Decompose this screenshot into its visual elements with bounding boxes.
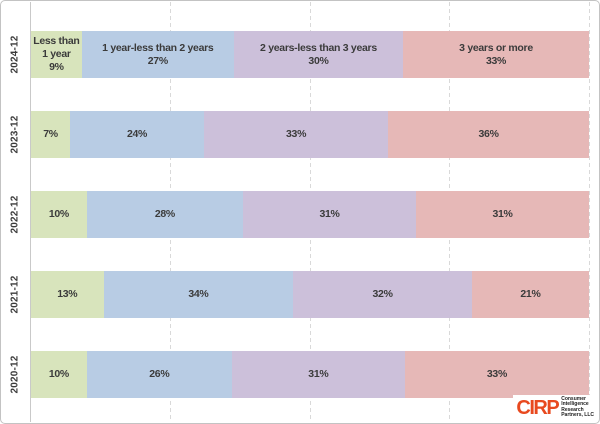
segment-value: 33% xyxy=(486,368,507,380)
category-label-2024-12: 2024-12 xyxy=(9,35,21,74)
cirp-logo-text: Consumer Intelligence Research Partners,… xyxy=(561,395,594,419)
bar-segment-2-to-3-years: 2 years-less than 3 years 30% xyxy=(233,31,404,78)
segment-name: Less than 1 year xyxy=(33,35,80,60)
segment-name: 1 year-less than 2 years xyxy=(102,41,214,54)
category-label-2020-12: 2020-12 xyxy=(9,355,21,394)
bar-segment-less-than-1-year: 10% xyxy=(31,351,87,398)
segment-value: 28% xyxy=(154,208,175,220)
category-label-2023-12: 2023-12 xyxy=(9,115,21,154)
category-label-2022-12: 2022-12 xyxy=(9,195,21,234)
cirp-logo-abbr: CIRP xyxy=(516,396,559,419)
segment-value: 33% xyxy=(285,128,307,140)
bar-segment-3-years-or-more: 21% xyxy=(471,271,590,318)
y-axis-line xyxy=(30,2,31,422)
bar-row-2021-12: 13% 34% 32% 21% xyxy=(31,271,590,318)
bar-row-2024-12: Less than 1 year 9% 1 year-less than 2 y… xyxy=(31,31,590,78)
segment-name: 3 years or more xyxy=(459,41,533,54)
segment-value: 7% xyxy=(43,128,58,140)
bar-segment-3-years-or-more: 33% xyxy=(404,351,589,398)
segment-value: 33% xyxy=(485,54,507,67)
bar-row-2022-12: 10% 28% 31% 31% xyxy=(31,191,589,238)
segment-value: 24% xyxy=(126,128,148,140)
segment-value: 13% xyxy=(57,288,78,300)
segment-value: 31% xyxy=(308,368,329,380)
gridline-100pct xyxy=(589,2,590,422)
bar-segment-3-years-or-more: 36% xyxy=(388,111,589,158)
segment-value: 26% xyxy=(149,368,170,380)
category-label-2021-12: 2021-12 xyxy=(9,275,21,314)
segment-value: 31% xyxy=(319,208,340,220)
segment-value: 9% xyxy=(49,61,64,73)
bar-segment-3-years-or-more: 3 years or more 33% xyxy=(403,31,590,78)
segment-value: 27% xyxy=(147,54,168,67)
segment-value: 30% xyxy=(308,54,329,67)
bar-segment-2-to-3-years: 31% xyxy=(243,191,417,238)
bar-segment-3-years-or-more: 31% xyxy=(416,191,589,238)
segment-value: 31% xyxy=(492,208,513,220)
bar-row-2023-12: 7% 24% 33% 36% xyxy=(31,111,589,158)
segment-value: 36% xyxy=(478,128,499,140)
segment-value: 34% xyxy=(188,288,209,300)
segment-value: 32% xyxy=(372,288,393,300)
bar-segment-less-than-1-year: Less than 1 year 9% xyxy=(31,31,82,78)
bar-segment-less-than-1-year: 7% xyxy=(31,111,71,158)
bar-segment-less-than-1-year: 13% xyxy=(31,271,104,318)
segment-name: 2 years-less than 3 years xyxy=(260,41,377,54)
bar-segment-1-to-2-years: 34% xyxy=(103,271,294,318)
bar-segment-2-to-3-years: 32% xyxy=(293,271,472,318)
bar-segment-less-than-1-year: 10% xyxy=(31,191,87,238)
bar-segment-2-to-3-years: 33% xyxy=(203,111,389,158)
segment-value: 10% xyxy=(48,368,69,380)
bar-row-2020-12: 10% 26% 31% 33% xyxy=(31,351,589,398)
segment-value: 21% xyxy=(520,288,541,300)
cirp-logo: CIRP Consumer Intelligence Research Part… xyxy=(513,394,597,421)
bar-segment-1-to-2-years: 26% xyxy=(86,351,232,398)
bar-segment-1-to-2-years: 28% xyxy=(86,191,244,238)
bar-segment-1-to-2-years: 24% xyxy=(70,111,204,158)
bar-segment-2-to-3-years: 31% xyxy=(231,351,405,398)
bar-segment-1-to-2-years: 1 year-less than 2 years 27% xyxy=(81,31,234,78)
segment-value: 10% xyxy=(48,208,69,220)
